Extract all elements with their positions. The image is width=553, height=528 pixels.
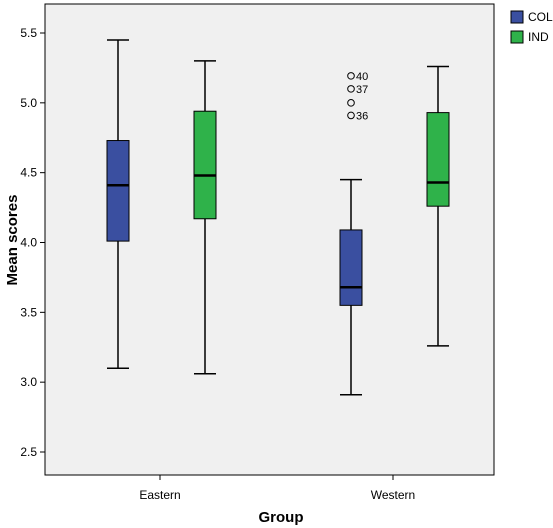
legend: COL IND xyxy=(510,10,553,44)
legend-label-col: COL xyxy=(528,10,553,24)
x-axis-title: Group xyxy=(259,509,304,526)
outlier-label: 36 xyxy=(356,110,368,122)
outlier-label: 37 xyxy=(356,84,368,96)
iqr-box xyxy=(106,140,130,242)
y-tick-label: 3.5 xyxy=(20,305,37,319)
box-ind-western xyxy=(426,65,450,347)
y-tick-label: 4.0 xyxy=(20,236,37,250)
outlier-point xyxy=(347,111,355,120)
iqr-box xyxy=(426,112,450,207)
legend-swatch-col xyxy=(510,10,524,24)
x-tick-label: Eastern xyxy=(139,488,180,502)
outlier-point xyxy=(347,99,355,107)
outlier-point xyxy=(347,85,355,93)
x-tick-label: Western xyxy=(371,488,415,502)
x-axis: Eastern Western xyxy=(139,475,415,502)
y-axis: 2.5 3.0 3.5 4.0 4.5 5.0 5.5 xyxy=(20,26,45,459)
y-tick-label: 3.0 xyxy=(20,375,37,389)
y-tick-label: 5.0 xyxy=(20,96,37,110)
iqr-box xyxy=(193,110,217,220)
iqr-box xyxy=(339,229,363,306)
y-tick-label: 4.5 xyxy=(20,166,37,180)
y-axis-title: Mean scores xyxy=(4,195,21,286)
outlier-label: 40 xyxy=(356,71,368,83)
legend-swatch-ind xyxy=(510,30,524,44)
legend-label-ind: IND xyxy=(528,30,549,44)
box-col-eastern xyxy=(106,39,130,369)
box-ind-eastern xyxy=(193,60,217,375)
outlier-point xyxy=(347,72,355,80)
y-tick-label: 2.5 xyxy=(20,445,37,459)
y-tick-label: 5.5 xyxy=(20,26,37,40)
